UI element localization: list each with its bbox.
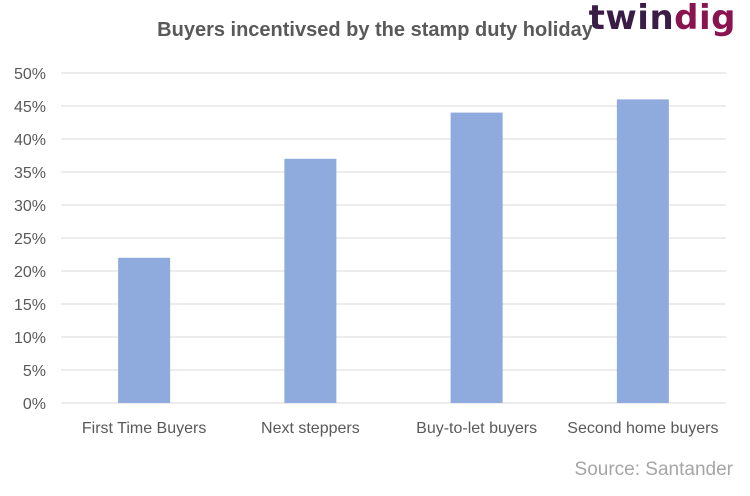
x-tick-label: Buy-to-let buyers [416, 420, 537, 437]
y-tick-label: 25% [14, 231, 46, 248]
x-tick-label: First Time Buyers [82, 420, 206, 437]
x-tick-label: Next steppers [261, 420, 360, 437]
gridlines [61, 72, 726, 404]
chart-title: Buyers incentivsed by the stamp duty hol… [157, 19, 593, 41]
y-tick-label: 15% [14, 297, 46, 314]
logo-text-twin: twin [588, 0, 675, 38]
logo-text-dig: dig [674, 0, 736, 38]
bar [284, 158, 337, 403]
y-tick-label: 40% [14, 132, 46, 149]
bar [616, 99, 669, 404]
bar [450, 112, 503, 403]
y-axis-ticks: 0% 5% 10% 15% 20% 25% 30% 35% 40% 45% 50% [14, 66, 46, 413]
y-tick-label: 35% [14, 165, 46, 182]
bars [118, 99, 669, 404]
y-tick-label: 0% [23, 396, 46, 413]
y-tick-label: 50% [14, 66, 46, 83]
twindig-logo: twindig [589, 0, 736, 38]
source-note: Source: Santander [574, 459, 733, 480]
x-tick-label: Second home buyers [567, 420, 718, 437]
x-axis-ticks: First Time Buyers Next steppers Buy-to-let… [82, 420, 719, 437]
y-tick-label: 5% [23, 363, 46, 380]
y-tick-label: 45% [14, 99, 46, 116]
y-tick-label: 20% [14, 264, 46, 281]
y-tick-label: 30% [14, 198, 46, 215]
y-tick-label: 10% [14, 330, 46, 347]
bar [118, 257, 171, 403]
